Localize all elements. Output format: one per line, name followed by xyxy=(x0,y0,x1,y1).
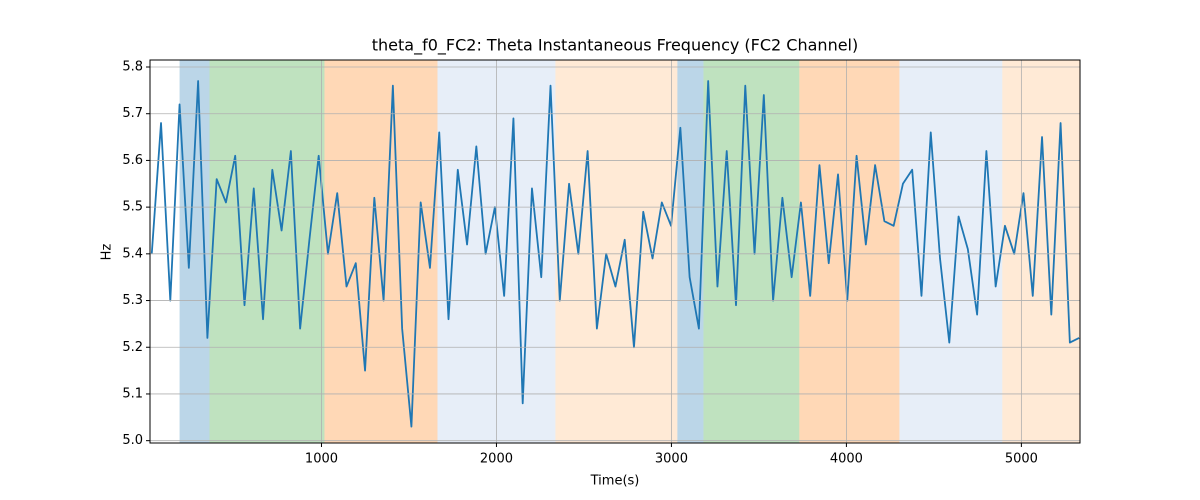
shaded-span xyxy=(677,60,704,443)
shaded-span xyxy=(899,60,1003,443)
y-tick-label: 5.0 xyxy=(122,433,143,448)
x-tick-label: 4000 xyxy=(830,452,863,467)
x-tick-label: 5000 xyxy=(1005,452,1038,467)
x-tick-label: 2000 xyxy=(480,452,513,467)
y-tick-label: 5.8 xyxy=(122,60,143,75)
x-tick-label: 3000 xyxy=(655,452,688,467)
chart-title: theta_f0_FC2: Theta Instantaneous Freque… xyxy=(372,36,858,56)
shaded-span xyxy=(799,60,900,443)
shaded-span xyxy=(324,60,438,443)
y-tick-label: 5.3 xyxy=(122,293,143,308)
y-tick-label: 5.1 xyxy=(122,386,143,401)
shaded-span xyxy=(555,60,678,443)
y-tick-label: 5.2 xyxy=(122,340,143,355)
plot-frame xyxy=(149,59,1081,444)
x-axis-label: Time(s) xyxy=(590,474,640,489)
y-tick-label: 5.5 xyxy=(122,200,143,215)
data-line xyxy=(150,80,1080,428)
shaded-span xyxy=(703,60,800,443)
x-tick-label: 1000 xyxy=(305,452,338,467)
y-tick-label: 5.4 xyxy=(122,246,143,261)
y-axis-label: Hz xyxy=(100,244,115,261)
y-tick-label: 5.7 xyxy=(122,106,143,121)
plot-area xyxy=(150,60,1080,443)
y-tick-label: 5.6 xyxy=(122,153,143,168)
